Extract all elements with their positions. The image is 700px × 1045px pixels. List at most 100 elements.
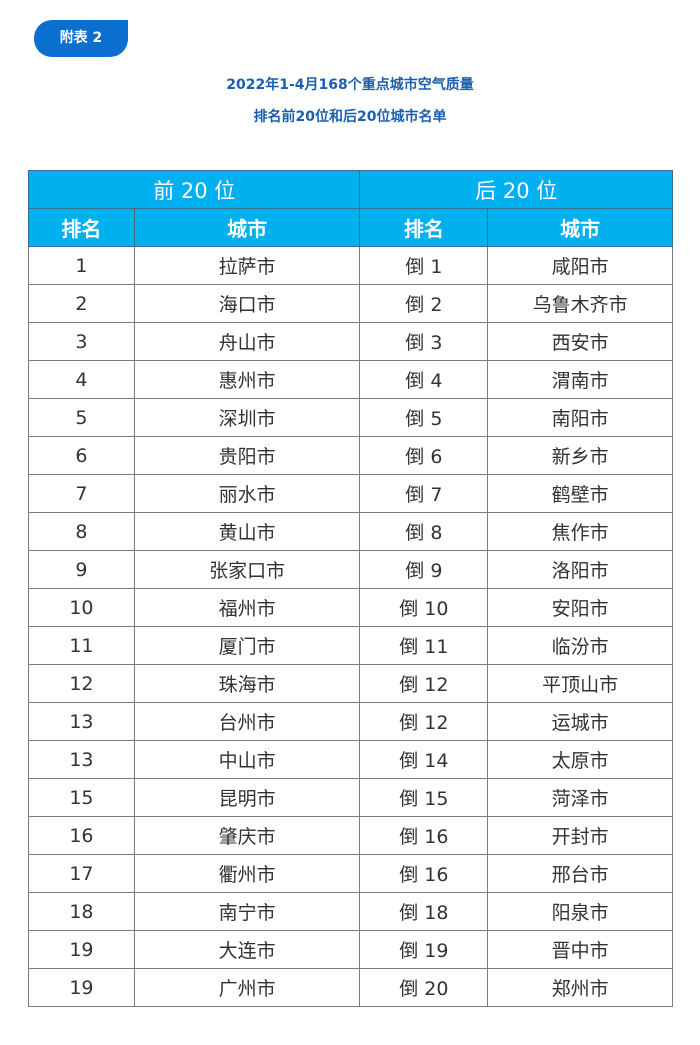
appendix-badge: 附表 2 bbox=[34, 20, 128, 57]
top-city-cell: 海口市 bbox=[133, 284, 361, 323]
table-row: 6 贵阳市倒 6 新乡市 bbox=[28, 436, 673, 475]
bottom-rank-cell: 倒 12 bbox=[359, 702, 489, 741]
bottom-city-cell: 晋中市 bbox=[487, 930, 673, 969]
top-city-cell: 南宁市 bbox=[133, 892, 361, 931]
top-rank-cell: 12 bbox=[28, 664, 135, 703]
bottom-city-cell: 咸阳市 bbox=[487, 246, 673, 285]
table-row: 17 衢州市倒 16 邢台市 bbox=[28, 854, 673, 893]
group-header-top20: 前 20 位 bbox=[27, 170, 361, 209]
bottom-city-cell: 鹤壁市 bbox=[487, 474, 673, 513]
bottom-city-cell: 洛阳市 bbox=[487, 550, 673, 589]
bottom-rank-cell: 倒 10 bbox=[359, 588, 489, 627]
top-city-cell: 广州市 bbox=[133, 968, 361, 1007]
table-row: 19 大连市倒 19 晋中市 bbox=[28, 930, 673, 969]
bottom-city-cell: 安阳市 bbox=[487, 588, 673, 627]
top-rank-cell: 6 bbox=[28, 436, 135, 475]
top-city-cell: 拉萨市 bbox=[133, 246, 361, 285]
top-rank-cell: 19 bbox=[28, 968, 135, 1007]
col-header-city: 城市 bbox=[133, 208, 361, 247]
top-city-cell: 福州市 bbox=[133, 588, 361, 627]
bottom-city-cell: 新乡市 bbox=[487, 436, 673, 475]
bottom-rank-cell: 倒 8 bbox=[359, 512, 489, 551]
bottom-city-cell: 南阳市 bbox=[487, 398, 673, 437]
bottom-rank-cell: 倒 1 bbox=[359, 246, 489, 285]
bottom-city-cell: 邢台市 bbox=[487, 854, 673, 893]
col-header-city: 城市 bbox=[487, 208, 673, 247]
top-city-cell: 肇庆市 bbox=[133, 816, 361, 855]
bottom-city-cell: 阳泉市 bbox=[487, 892, 673, 931]
top-rank-cell: 18 bbox=[28, 892, 135, 931]
table-row: 3 舟山市倒 3 西安市 bbox=[28, 322, 673, 361]
table-row: 7 丽水市倒 7 鹤壁市 bbox=[28, 474, 673, 513]
bottom-city-cell: 平顶山市 bbox=[487, 664, 673, 703]
bottom-city-cell: 西安市 bbox=[487, 322, 673, 361]
bottom-rank-cell: 倒 14 bbox=[359, 740, 489, 779]
top-rank-cell: 13 bbox=[28, 740, 135, 779]
top-rank-cell: 11 bbox=[28, 626, 135, 665]
top-rank-cell: 1 bbox=[28, 246, 135, 285]
bottom-rank-cell: 倒 11 bbox=[359, 626, 489, 665]
table-row: 12 珠海市倒 12 平顶山市 bbox=[28, 664, 673, 703]
table-row: 5 深圳市倒 5 南阳市 bbox=[28, 398, 673, 437]
table-row: 16 肇庆市倒 16 开封市 bbox=[28, 816, 673, 855]
top-rank-cell: 8 bbox=[28, 512, 135, 551]
table-row: 19 广州市倒 20 郑州市 bbox=[28, 968, 673, 1007]
bottom-city-cell: 运城市 bbox=[487, 702, 673, 741]
bottom-city-cell: 临汾市 bbox=[487, 626, 673, 665]
bottom-rank-cell: 倒 7 bbox=[359, 474, 489, 513]
top-rank-cell: 19 bbox=[28, 930, 135, 969]
bottom-rank-cell: 倒 15 bbox=[359, 778, 489, 817]
top-city-cell: 舟山市 bbox=[133, 322, 361, 361]
table-row: 9 张家口市倒 9 洛阳市 bbox=[28, 550, 673, 589]
top-rank-cell: 2 bbox=[28, 284, 135, 323]
top-city-cell: 中山市 bbox=[133, 740, 361, 779]
group-header-bottom20: 后 20 位 bbox=[359, 170, 673, 209]
bottom-rank-cell: 倒 18 bbox=[359, 892, 489, 931]
bottom-rank-cell: 倒 2 bbox=[359, 284, 489, 323]
top-city-cell: 丽水市 bbox=[133, 474, 361, 513]
title-line-1: 2022年1-4月168个重点城市空气质量 bbox=[226, 77, 474, 93]
top-rank-cell: 17 bbox=[28, 854, 135, 893]
table-row: 13 台州市倒 12 运城市 bbox=[28, 702, 673, 741]
top-city-cell: 昆明市 bbox=[133, 778, 361, 817]
bottom-city-cell: 郑州市 bbox=[487, 968, 673, 1007]
table-row: 13 中山市倒 14 太原市 bbox=[28, 740, 673, 779]
top-rank-cell: 5 bbox=[28, 398, 135, 437]
top-rank-cell: 10 bbox=[28, 588, 135, 627]
bottom-city-cell: 渭南市 bbox=[487, 360, 673, 399]
top-rank-cell: 4 bbox=[28, 360, 135, 399]
top-city-cell: 厦门市 bbox=[133, 626, 361, 665]
bottom-rank-cell: 倒 6 bbox=[359, 436, 489, 475]
bottom-rank-cell: 倒 16 bbox=[359, 854, 489, 893]
bottom-city-cell: 太原市 bbox=[487, 740, 673, 779]
table-row: 10 福州市倒 10 安阳市 bbox=[28, 588, 673, 627]
table-row: 4 惠州市倒 4 渭南市 bbox=[28, 360, 673, 399]
top-city-cell: 深圳市 bbox=[133, 398, 361, 437]
bottom-city-cell: 菏泽市 bbox=[487, 778, 673, 817]
table-row: 11 厦门市倒 11 临汾市 bbox=[28, 626, 673, 665]
table-row: 18 南宁市倒 18 阳泉市 bbox=[28, 892, 673, 931]
title-line-2: 排名前20位和后20位城市名单 bbox=[253, 109, 447, 125]
bottom-rank-cell: 倒 16 bbox=[359, 816, 489, 855]
bottom-rank-cell: 倒 9 bbox=[359, 550, 489, 589]
top-rank-cell: 13 bbox=[28, 702, 135, 741]
bottom-city-cell: 乌鲁木齐市 bbox=[487, 284, 673, 323]
top-rank-cell: 15 bbox=[28, 778, 135, 817]
top-city-cell: 大连市 bbox=[133, 930, 361, 969]
top-city-cell: 惠州市 bbox=[133, 360, 361, 399]
col-header-rank: 排名 bbox=[28, 208, 135, 247]
top-rank-cell: 16 bbox=[28, 816, 135, 855]
top-city-cell: 珠海市 bbox=[133, 664, 361, 703]
table-row: 1 拉萨市倒 1 咸阳市 bbox=[28, 246, 673, 285]
top-rank-cell: 3 bbox=[28, 322, 135, 361]
top-city-cell: 贵阳市 bbox=[133, 436, 361, 475]
top-city-cell: 台州市 bbox=[133, 702, 361, 741]
table-row: 15 昆明市倒 15 菏泽市 bbox=[28, 778, 673, 817]
bottom-rank-cell: 倒 12 bbox=[359, 664, 489, 703]
col-header-rank: 排名 bbox=[359, 208, 489, 247]
top-city-cell: 张家口市 bbox=[133, 550, 361, 589]
bottom-rank-cell: 倒 3 bbox=[359, 322, 489, 361]
bottom-rank-cell: 倒 5 bbox=[359, 398, 489, 437]
table-row: 2 海口市倒 2 乌鲁木齐市 bbox=[28, 284, 673, 323]
top-rank-cell: 7 bbox=[28, 474, 135, 513]
